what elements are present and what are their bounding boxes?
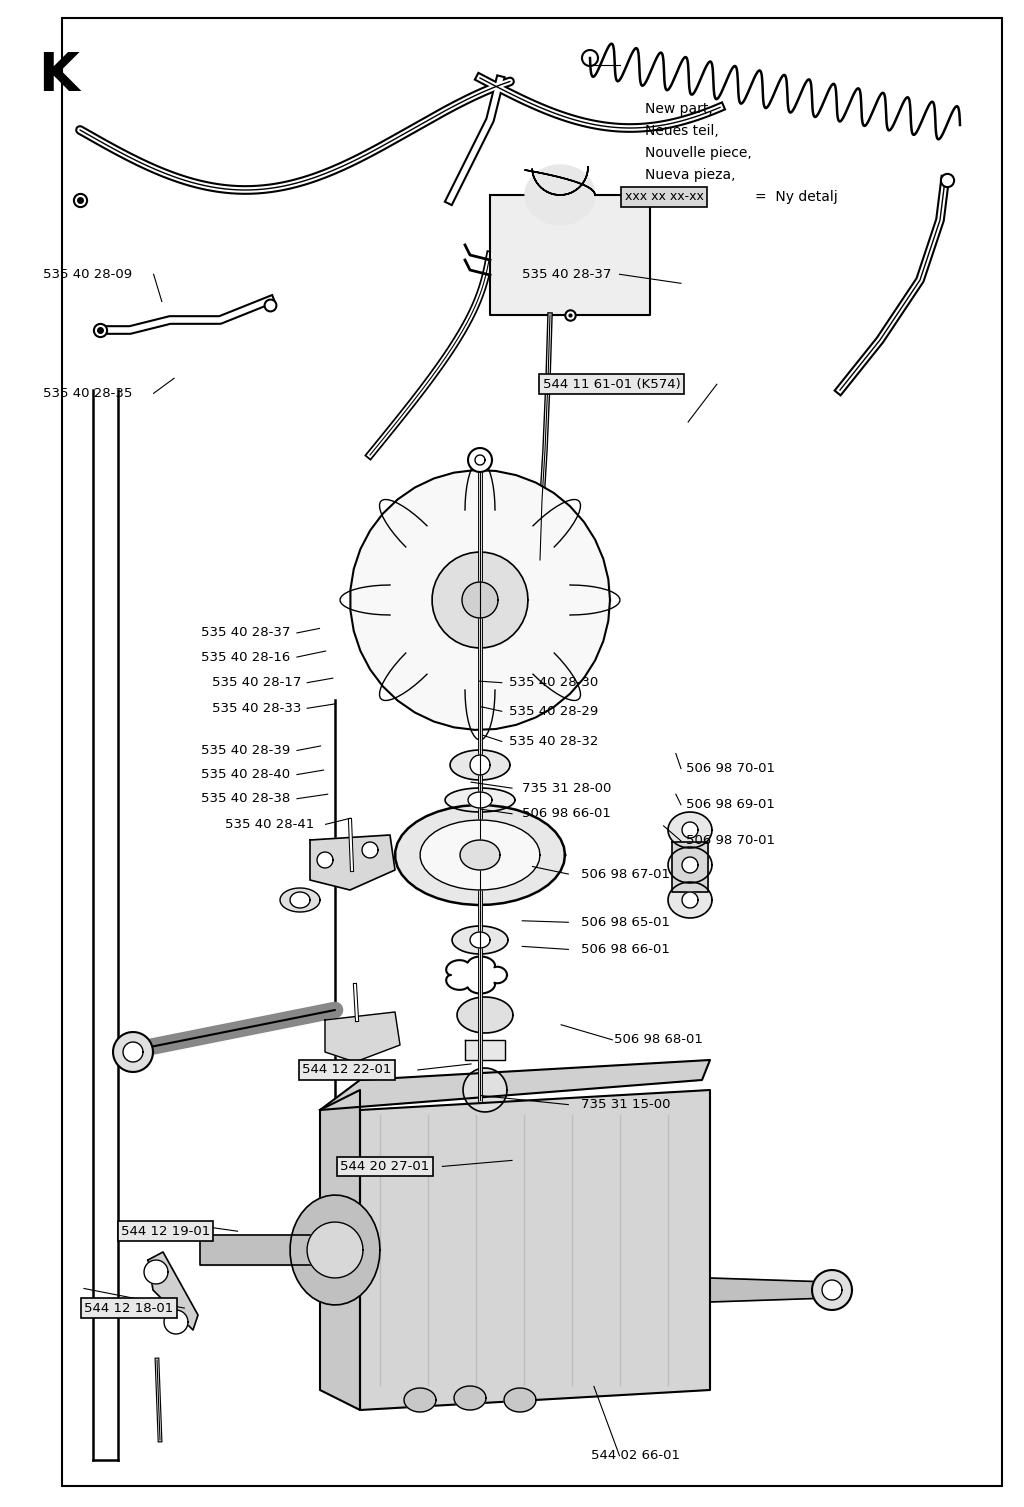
Polygon shape: [822, 1279, 842, 1301]
Text: 506 98 69-01: 506 98 69-01: [686, 799, 775, 811]
Text: Neues teil,: Neues teil,: [645, 124, 719, 137]
Polygon shape: [164, 1310, 188, 1334]
Text: 544 11 61-01 (K574): 544 11 61-01 (K574): [543, 378, 681, 390]
Text: 544 12 19-01: 544 12 19-01: [121, 1225, 210, 1237]
Text: 535 40 28-17: 535 40 28-17: [212, 677, 301, 689]
Text: xxx xx xx-xx: xxx xx xx-xx: [625, 190, 703, 203]
Text: 506 98 65-01: 506 98 65-01: [581, 916, 670, 928]
Polygon shape: [310, 835, 395, 891]
Text: 544 12 18-01: 544 12 18-01: [84, 1302, 173, 1314]
Polygon shape: [317, 851, 333, 868]
Text: 535 40 28-29: 535 40 28-29: [509, 705, 598, 717]
Text: 506 98 68-01: 506 98 68-01: [614, 1034, 703, 1046]
Polygon shape: [319, 1090, 360, 1411]
Text: 535 40 28-39: 535 40 28-39: [201, 744, 290, 757]
Polygon shape: [463, 1068, 507, 1112]
Text: 535 40 28-38: 535 40 28-38: [201, 793, 290, 805]
Polygon shape: [468, 448, 492, 472]
Polygon shape: [325, 1013, 400, 1062]
Polygon shape: [144, 1260, 168, 1284]
Polygon shape: [362, 842, 378, 857]
Polygon shape: [350, 470, 610, 729]
Text: 535 40 28-35: 535 40 28-35: [43, 387, 132, 399]
Polygon shape: [404, 1388, 436, 1412]
Text: 735 31 28-00: 735 31 28-00: [522, 782, 611, 794]
Polygon shape: [420, 820, 540, 891]
Polygon shape: [682, 857, 698, 873]
Text: New part,: New part,: [645, 101, 713, 116]
Polygon shape: [290, 892, 310, 909]
Polygon shape: [319, 1059, 710, 1111]
Polygon shape: [148, 1252, 198, 1331]
Text: 535 40 28-32: 535 40 28-32: [509, 735, 598, 747]
Text: 535 40 28-33: 535 40 28-33: [212, 702, 301, 714]
Text: Nouvelle piece,: Nouvelle piece,: [645, 146, 752, 160]
Polygon shape: [710, 1278, 830, 1302]
Polygon shape: [445, 788, 515, 812]
Text: Nueva pieza,: Nueva pieza,: [645, 167, 735, 181]
Text: 506 98 67-01: 506 98 67-01: [581, 868, 670, 880]
Text: 535 40 28-37: 535 40 28-37: [201, 627, 290, 639]
Polygon shape: [682, 892, 698, 909]
Polygon shape: [490, 194, 650, 315]
Polygon shape: [307, 1222, 362, 1278]
Text: 544 20 27-01: 544 20 27-01: [340, 1160, 429, 1172]
Polygon shape: [668, 812, 712, 848]
Polygon shape: [360, 1090, 710, 1411]
Polygon shape: [812, 1270, 852, 1310]
Text: =  Ny detalj: = Ny detalj: [755, 190, 838, 203]
Polygon shape: [470, 931, 490, 948]
Text: 535 40 28-41: 535 40 28-41: [225, 818, 314, 830]
Polygon shape: [504, 1388, 536, 1412]
Text: 535 40 28-40: 535 40 28-40: [201, 769, 290, 781]
Polygon shape: [200, 1236, 325, 1264]
Polygon shape: [451, 750, 510, 781]
Polygon shape: [525, 164, 595, 225]
Polygon shape: [668, 847, 712, 883]
Polygon shape: [281, 888, 319, 912]
Polygon shape: [460, 839, 500, 870]
Polygon shape: [454, 1386, 486, 1411]
Text: K: K: [38, 50, 79, 102]
Polygon shape: [113, 1032, 153, 1071]
Polygon shape: [682, 821, 698, 838]
Text: 506 98 66-01: 506 98 66-01: [522, 808, 611, 820]
Polygon shape: [452, 925, 508, 954]
Polygon shape: [468, 793, 492, 808]
Text: 535 40 28-37: 535 40 28-37: [522, 268, 611, 280]
Text: 535 40 28-16: 535 40 28-16: [201, 651, 290, 663]
Polygon shape: [462, 582, 498, 618]
Text: 535 40 28-09: 535 40 28-09: [43, 268, 132, 280]
Polygon shape: [290, 1195, 380, 1305]
Polygon shape: [395, 805, 565, 906]
Polygon shape: [123, 1041, 143, 1062]
Polygon shape: [432, 552, 528, 648]
Text: 735 31 15-00: 735 31 15-00: [581, 1099, 670, 1111]
Polygon shape: [465, 1040, 505, 1059]
Text: 544 12 22-01: 544 12 22-01: [302, 1064, 391, 1076]
Polygon shape: [672, 842, 708, 892]
Polygon shape: [668, 882, 712, 918]
Text: 506 98 70-01: 506 98 70-01: [686, 763, 775, 775]
Text: 535 40 28-30: 535 40 28-30: [509, 677, 598, 689]
Text: 544 02 66-01: 544 02 66-01: [591, 1450, 680, 1462]
Polygon shape: [470, 755, 490, 775]
Text: 506 98 66-01: 506 98 66-01: [581, 943, 670, 955]
Polygon shape: [457, 998, 513, 1032]
Text: 506 98 70-01: 506 98 70-01: [686, 835, 775, 847]
